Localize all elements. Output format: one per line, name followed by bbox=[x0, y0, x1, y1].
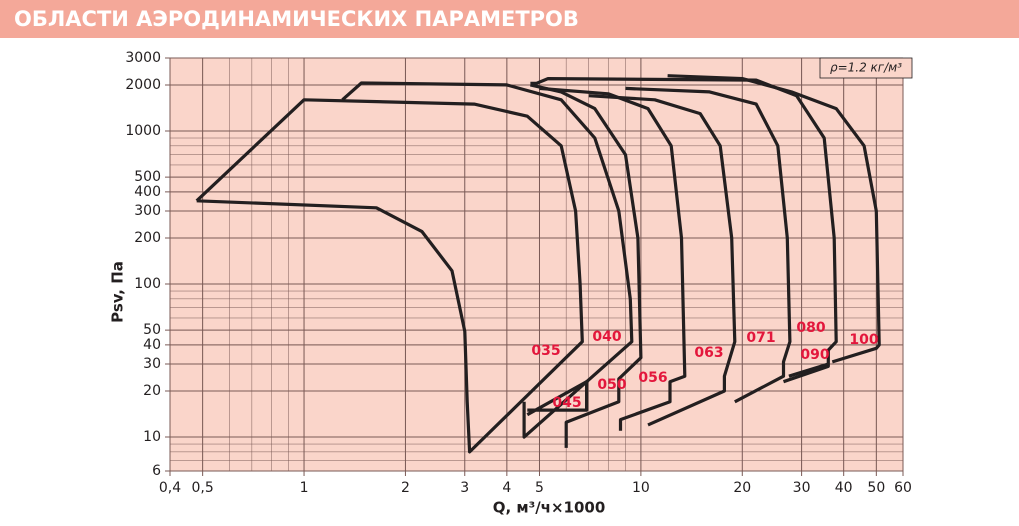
y-tick-label: 500 bbox=[134, 169, 161, 185]
x-tick-label: 0,5 bbox=[192, 480, 214, 496]
x-axis-title: Q, м³/ч×1000 bbox=[493, 499, 606, 517]
region-label: 100 bbox=[849, 332, 878, 348]
y-tick-label: 100 bbox=[134, 276, 161, 292]
y-tick-label: 200 bbox=[134, 230, 161, 246]
x-tick-label: 4 bbox=[502, 480, 511, 496]
region-label: 090 bbox=[800, 347, 829, 363]
grid bbox=[165, 57, 904, 476]
region-outline bbox=[539, 86, 687, 431]
header-title: ОБЛАСТИ АЭРОДИНАМИЧЕСКИХ ПАРАМЕТРОВ bbox=[14, 7, 579, 31]
y-tick-label: 1000 bbox=[125, 123, 161, 139]
marks bbox=[195, 74, 881, 454]
y-tick-label: 30 bbox=[143, 356, 161, 372]
header-bar bbox=[0, 0, 1019, 38]
y-tick-label: 300 bbox=[134, 203, 161, 219]
annotation-box bbox=[819, 57, 913, 79]
y-tick-label: 3000 bbox=[125, 50, 161, 66]
region-outline bbox=[788, 362, 829, 378]
region-outline bbox=[341, 81, 634, 439]
y-tick-label: 20 bbox=[143, 383, 161, 399]
region-label: 071 bbox=[746, 330, 775, 346]
region-label: 080 bbox=[796, 320, 825, 336]
y-tick-label: 400 bbox=[134, 184, 161, 200]
x-tick-label: 50 bbox=[867, 480, 885, 496]
region-outline bbox=[667, 74, 881, 364]
region-label: 045 bbox=[552, 395, 581, 411]
x-tick-label: 10 bbox=[632, 480, 650, 496]
x-tick-label: 40 bbox=[835, 480, 853, 496]
x-tick-label: 0,4 bbox=[159, 480, 181, 496]
plot-area bbox=[170, 58, 903, 471]
region-label: 063 bbox=[694, 345, 723, 361]
region-outline bbox=[526, 380, 589, 417]
annotation: ρ=1.2 кг/м³ bbox=[830, 61, 902, 75]
region-outline bbox=[530, 83, 643, 448]
y-tick-label: 6 bbox=[152, 463, 161, 479]
region-label: 056 bbox=[638, 370, 667, 386]
region-label: 050 bbox=[597, 377, 626, 393]
region-outline bbox=[625, 86, 792, 404]
region-label: 040 bbox=[592, 329, 621, 345]
x-tick-label: 5 bbox=[535, 480, 544, 496]
x-tick-label: 30 bbox=[793, 480, 811, 496]
y-tick-label: 50 bbox=[143, 322, 161, 338]
y-axis-title: Psv, Па bbox=[109, 261, 127, 323]
x-tick-label: 2 bbox=[401, 480, 410, 496]
x-tick-label: 20 bbox=[733, 480, 751, 496]
y-tick-label: 40 bbox=[143, 337, 161, 353]
region-outline bbox=[530, 76, 838, 384]
y-tick-label: 10 bbox=[143, 429, 161, 445]
x-tick-label: 3 bbox=[460, 480, 469, 496]
region-label: 035 bbox=[531, 343, 560, 359]
region-outline bbox=[195, 98, 584, 454]
x-tick-label: 60 bbox=[894, 480, 912, 496]
y-tick-label: 2000 bbox=[125, 77, 161, 93]
x-tick-label: 1 bbox=[300, 480, 309, 496]
region-outline bbox=[588, 94, 737, 427]
